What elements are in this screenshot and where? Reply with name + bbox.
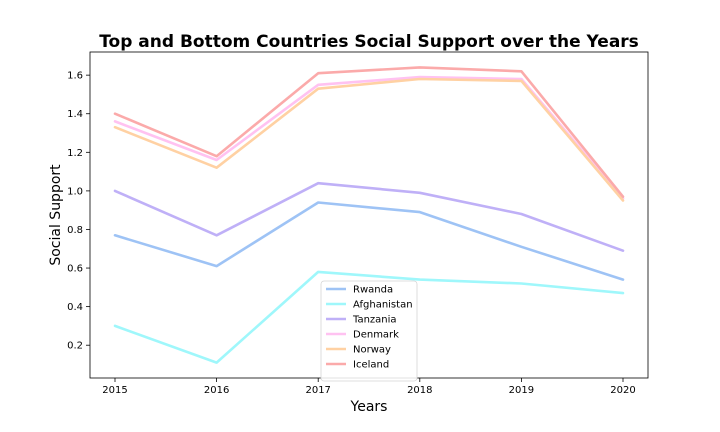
x-tick-label: 2017: [305, 385, 330, 396]
series-line-rwanda: [113, 201, 625, 281]
y-tick-label: 1.0: [67, 186, 83, 197]
y-tick-label: 0.4: [67, 302, 83, 313]
legend-label-rwanda: Rwanda: [353, 285, 393, 296]
x-axis: 2015 2016 2017 2018 2019 2020: [102, 378, 636, 396]
y-tick-label: 0.2: [67, 341, 83, 352]
series-line-iceland: [113, 66, 625, 198]
x-tick-label: 2016: [204, 385, 229, 396]
y-tick-label: 1.2: [67, 148, 83, 159]
y-axis: 0.2 0.4 0.6 0.8 1.0 1.2 1.4 1.6: [67, 71, 90, 352]
plot-area: [89, 51, 649, 379]
series-line-norway: [113, 77, 625, 202]
y-tick-label: 1.4: [67, 109, 83, 120]
chart-title: Top and Bottom Countries Social Support …: [99, 32, 639, 52]
legend-label-denmark: Denmark: [353, 330, 399, 341]
legend: Rwanda Afghanistan Tanzania Denmark Norway Ic…: [320, 280, 418, 382]
x-tick-label: 2015: [102, 385, 127, 396]
x-axis-label: Years: [350, 399, 388, 415]
y-tick-label: 1.6: [67, 71, 83, 82]
legend-label-iceland: Iceland: [353, 360, 389, 371]
x-tick-label: 2018: [407, 385, 432, 396]
legend-label-tanzania: Tanzania: [352, 315, 397, 326]
series-line-afghanistan: [113, 270, 625, 364]
x-tick-label: 2019: [509, 385, 534, 396]
y-axis-label: Social Support: [48, 164, 64, 266]
y-tick-label: 0.6: [67, 264, 83, 275]
y-tick-label: 0.8: [67, 225, 83, 236]
legend-label-norway: Norway: [353, 345, 391, 356]
series-line-denmark: [113, 75, 625, 200]
legend-label-afghanistan: Afghanistan: [353, 300, 413, 311]
series-line-tanzania: [113, 181, 625, 252]
x-tick-label: 2020: [610, 385, 635, 396]
legend-box: [320, 280, 418, 382]
